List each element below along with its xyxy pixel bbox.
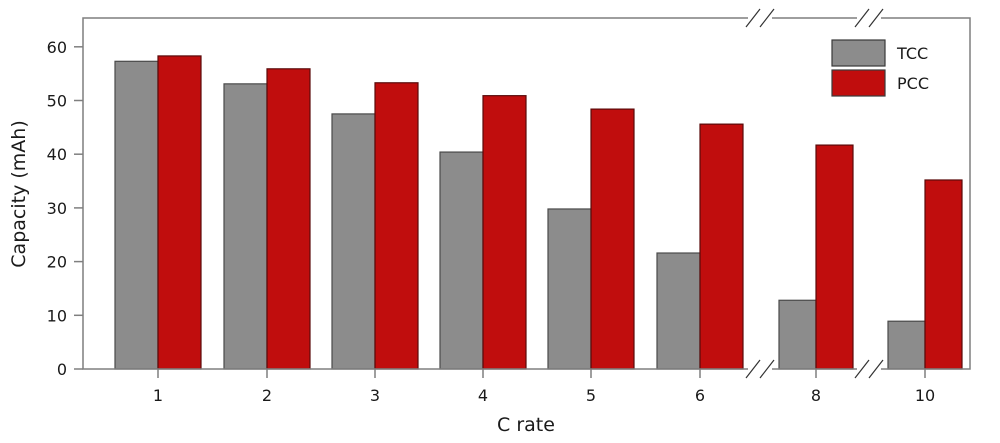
y-axis-label: Capacity (mAh) xyxy=(8,120,30,267)
bar-pcc-1 xyxy=(157,55,202,370)
y-tick-label: 20 xyxy=(47,253,67,272)
bar-tcc-2 xyxy=(223,83,268,370)
axis-break-slash xyxy=(854,359,870,379)
x-tick-label: 8 xyxy=(811,386,821,405)
bar-pcc-10 xyxy=(924,179,963,370)
y-tick-label: 30 xyxy=(47,199,67,218)
axis-break-slash xyxy=(854,8,870,28)
axis-break-slash xyxy=(759,8,775,28)
bar-tcc-6 xyxy=(656,252,701,370)
bar-tcc-4 xyxy=(439,151,484,370)
axis-break-marks xyxy=(745,8,884,379)
y-tick-label: 0 xyxy=(57,360,67,379)
axis-break-slash xyxy=(759,359,775,379)
plot-frame xyxy=(82,17,971,370)
bar-pcc-6 xyxy=(699,123,744,370)
bar-pcc-4 xyxy=(482,95,527,370)
legend-swatch-pcc xyxy=(831,69,886,97)
bar-pcc-2 xyxy=(266,68,311,370)
y-tick-label: 60 xyxy=(47,38,67,57)
axis-break-slash xyxy=(868,359,884,379)
x-tick-label: 1 xyxy=(153,386,163,405)
x-axis-label: C rate xyxy=(497,414,555,436)
bar-pcc-5 xyxy=(590,108,635,370)
legend-label-pcc: PCC xyxy=(897,74,929,93)
axis-break-slash xyxy=(745,8,761,28)
x-tick-label: 6 xyxy=(695,386,705,405)
bar-pcc-3 xyxy=(374,82,419,370)
y-tick-label: 10 xyxy=(47,306,67,325)
y-tick-label: 40 xyxy=(47,145,67,164)
bar-tcc-8 xyxy=(778,299,817,370)
bar-tcc-3 xyxy=(331,113,376,370)
x-tick-label: 4 xyxy=(478,386,488,405)
bar-tcc-1 xyxy=(114,60,159,370)
y-axis: 0 10 20 30 40 50 60 xyxy=(47,38,83,379)
bars-layer xyxy=(114,55,963,370)
legend-swatch-tcc xyxy=(831,39,886,67)
y-tick-label: 50 xyxy=(47,92,67,111)
bar-pcc-8 xyxy=(815,144,854,370)
legend: TCC PCC xyxy=(831,39,929,97)
x-axis: 1 2 3 4 5 6 8 10 xyxy=(153,369,935,405)
bar-tcc-5 xyxy=(547,208,592,370)
x-tick-label: 5 xyxy=(586,386,596,405)
x-tick-label: 2 xyxy=(262,386,272,405)
x-tick-label: 10 xyxy=(915,386,935,405)
bar-tcc-10 xyxy=(887,320,926,370)
x-tick-label: 3 xyxy=(370,386,380,405)
axis-break-slash xyxy=(745,359,761,379)
legend-label-tcc: TCC xyxy=(896,44,928,63)
axis-break-slash xyxy=(868,8,884,28)
